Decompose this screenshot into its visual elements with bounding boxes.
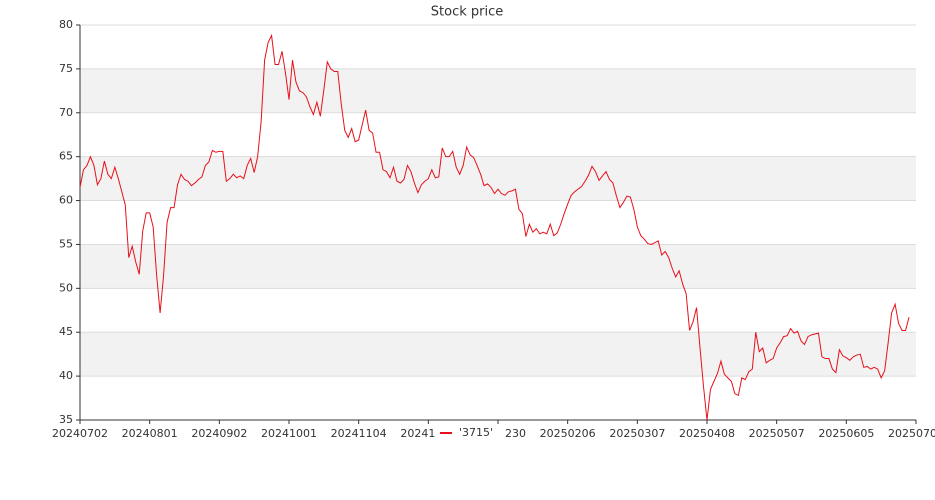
y-tick-label: 80 [59, 18, 73, 31]
x-tick-label: 20250704 [888, 427, 935, 440]
x-tick-label: 20250307 [609, 427, 665, 440]
chart-title: Stock price [431, 5, 503, 20]
y-tick-label: 60 [59, 194, 73, 207]
y-tick-label: 45 [59, 325, 73, 338]
x-tick-label: 20240801 [122, 427, 178, 440]
grid-band [80, 156, 916, 201]
x-tick-label: 20241104 [331, 427, 387, 440]
y-tick-label: 70 [59, 106, 73, 119]
x-tick-label: 20250507 [749, 427, 805, 440]
x-tick-label: 20250605 [818, 427, 874, 440]
y-tick-label: 50 [59, 281, 73, 294]
legend-box [436, 425, 504, 441]
x-tick-label: 20241001 [261, 427, 317, 440]
x-tick-label: 20250206 [540, 427, 596, 440]
legend-label: '3715' [459, 426, 493, 439]
y-tick-label: 65 [59, 150, 73, 163]
legend: '3715' [436, 425, 504, 441]
x-tick-label: 20240902 [191, 427, 247, 440]
grid-band [80, 332, 916, 377]
y-tick-label: 40 [59, 369, 73, 382]
line-series [79, 33, 910, 421]
y-tick-label: 55 [59, 237, 73, 250]
grid-band [80, 244, 916, 289]
y-tick-label: 75 [59, 62, 73, 75]
grid-band [80, 68, 916, 113]
x-tick-label: 20240702 [52, 427, 108, 440]
y-tick-label: 35 [59, 413, 73, 426]
x-tick-label: 20250408 [679, 427, 735, 440]
